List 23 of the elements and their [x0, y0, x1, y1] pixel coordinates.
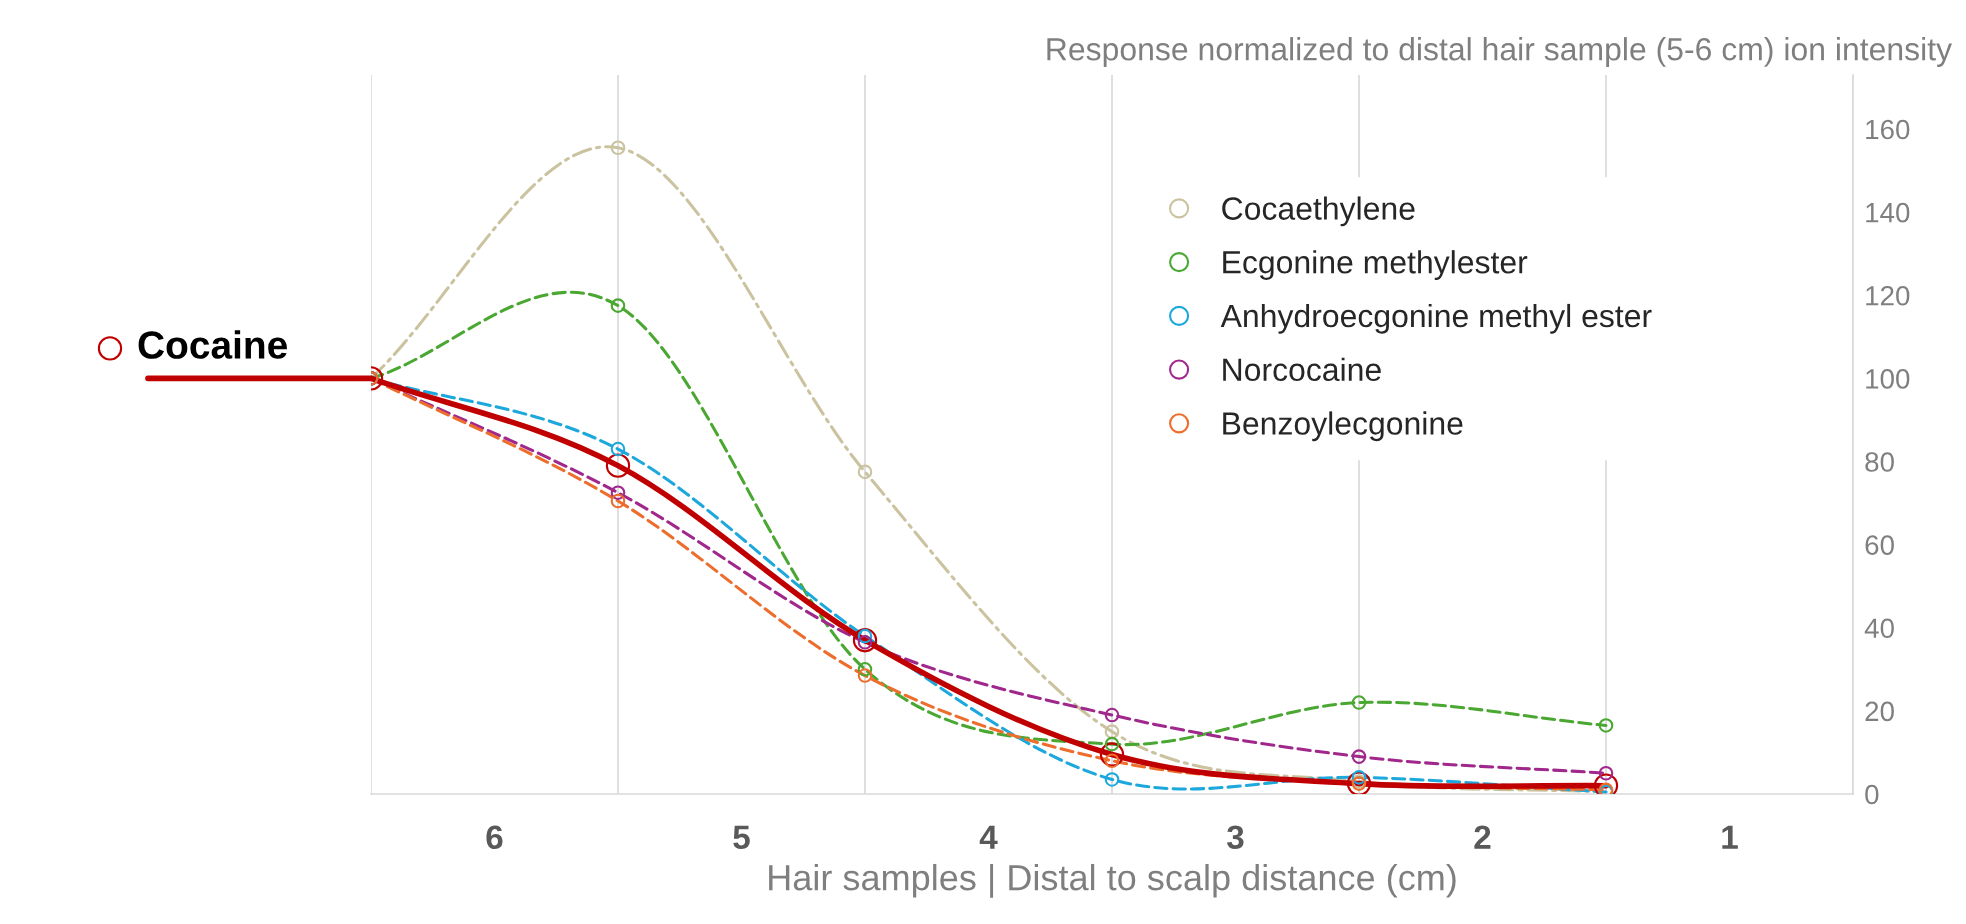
legend-label: Norcocaine: [1223, 357, 1381, 382]
y-axis-title: Response normalized to distal hair sample (5-6 cm) ion intensity: [1047, 37, 1952, 67]
x-tick-label: 5: [733, 825, 750, 850]
y-tick-label: 60: [1865, 535, 1894, 555]
y-tick-label: 0: [1865, 784, 1879, 805]
legend-label: Cocaine: [138, 330, 287, 359]
y-tick-label: 140: [1866, 202, 1910, 223]
y-tick-label: 100: [1866, 369, 1910, 389]
y-tick-label: 160: [1866, 119, 1910, 140]
y-tick-label: 120: [1866, 285, 1910, 306]
x-tick-label: 3: [1227, 825, 1244, 850]
legend-label: Benzoylecgonine: [1223, 411, 1463, 442]
x-axis-title: Hair samples | Distal to scalp distance (cm): [769, 863, 1456, 898]
legend-label: Ecgonine methylester: [1223, 250, 1528, 280]
x-tick-label: 2: [1474, 825, 1491, 849]
legend-label: Anhydroecgonine methyl ester: [1220, 303, 1652, 334]
y-tick-label: 20: [1865, 701, 1894, 722]
x-tick-label: 1: [1722, 825, 1738, 849]
legend-label: Cocaethylene: [1222, 196, 1415, 227]
y-tick-label: 40: [1864, 618, 1894, 639]
y-tick-label: 80: [1865, 452, 1894, 472]
x-tick-label: 6: [486, 825, 503, 850]
x-tick-label: 4: [979, 825, 998, 849]
